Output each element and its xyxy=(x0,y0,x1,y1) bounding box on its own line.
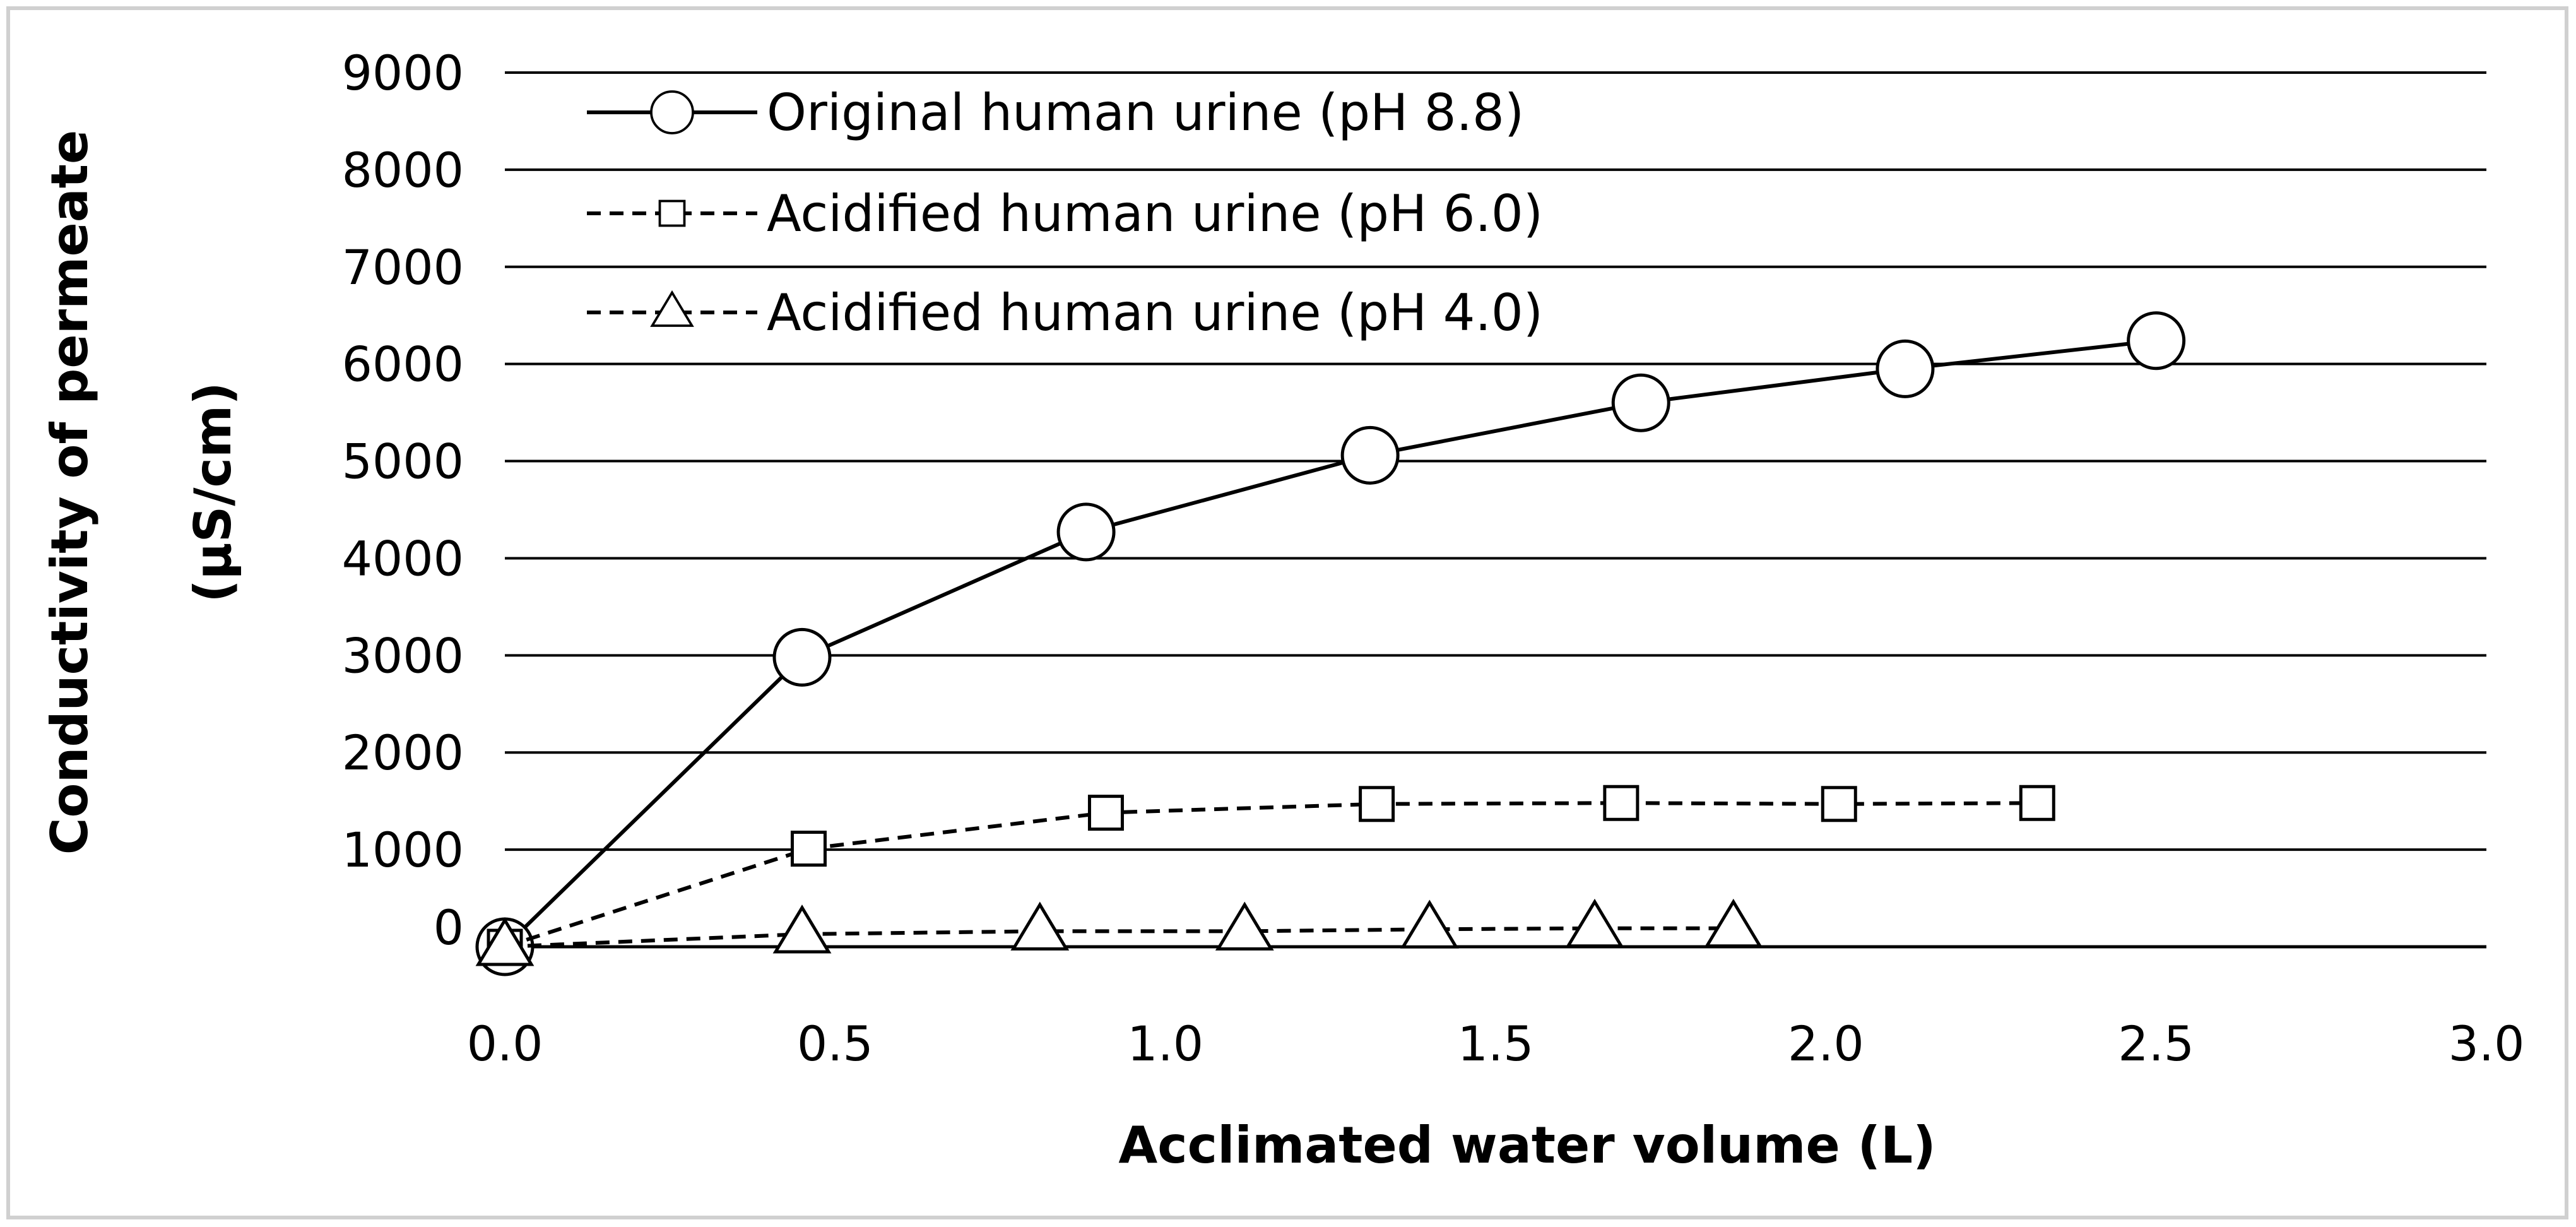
y-tick-label-8000: 8000 xyxy=(342,142,464,198)
series-1-point-6 xyxy=(1876,339,1935,398)
y-tick-label-3000: 3000 xyxy=(342,627,464,684)
series-2-point-3 xyxy=(1087,795,1124,831)
legend-entry-3: Acidified human urine (pH 4.0) xyxy=(587,283,1543,342)
x-tick-label-1.5: 1.5 xyxy=(1458,1016,1534,1072)
y-tick-label-9000: 9000 xyxy=(342,45,464,101)
x-tick-label-2.0: 2.0 xyxy=(1788,1016,1864,1072)
series-1-point-7 xyxy=(2127,311,2186,370)
legend-entry-1: Original human urine (pH 8.8) xyxy=(587,83,1524,142)
y-axis-title-line1: Conductivity of permeate xyxy=(40,130,99,855)
series-1-point-4 xyxy=(1340,425,1400,485)
series-3-point-6 xyxy=(1565,898,1624,948)
series xyxy=(475,311,2186,976)
legend-marker-2 xyxy=(658,199,686,227)
chart-frame xyxy=(6,6,2568,1219)
series-2-line xyxy=(504,801,2038,949)
legend: Original human urine (pH 8.8) Acidified h… xyxy=(587,83,1543,342)
series-1-point-3 xyxy=(1056,502,1116,562)
y-tick-label-0: 0 xyxy=(434,899,464,956)
series-3-point-7 xyxy=(1704,898,1763,948)
legend-label-2: Acidified human urine (pH 6.0) xyxy=(767,184,1543,243)
x-tick-label-0.0: 0.0 xyxy=(467,1016,543,1072)
y-tick-label-2000: 2000 xyxy=(342,725,464,781)
series-1 xyxy=(475,311,2186,976)
legend-label-1: Original human urine (pH 8.8) xyxy=(767,83,1524,142)
axes: 0 1000 2000 3000 4000 5000 6000 7000 8000 9000 0.0… xyxy=(342,45,2525,1072)
y-tick-label-1000: 1000 xyxy=(342,822,464,878)
x-tick-label-0.5: 0.5 xyxy=(797,1016,873,1072)
x-axis-title: Acclimated water volume (L) xyxy=(1118,1116,1935,1175)
series-3-point-5 xyxy=(1400,899,1459,949)
y-tick-label-5000: 5000 xyxy=(342,434,464,490)
series-1-point-5 xyxy=(1611,373,1670,432)
y-tick-label-6000: 6000 xyxy=(342,336,464,393)
legend-marker-group-1 xyxy=(650,90,694,134)
series-2-point-5 xyxy=(1603,785,1640,821)
series-3-point-3 xyxy=(1010,901,1070,951)
series-1-point-2 xyxy=(772,627,832,687)
series-3-point-2 xyxy=(772,904,832,954)
series-3-point-1 xyxy=(475,917,535,966)
series-3-point-4 xyxy=(1215,901,1274,951)
x-tick-label-3.0: 3.0 xyxy=(2449,1016,2525,1072)
series-1-line xyxy=(503,338,2157,949)
series-2-point-6 xyxy=(1821,786,1857,822)
y-tick-label-4000: 4000 xyxy=(342,530,464,586)
legend-entry-2: Acidified human urine (pH 6.0) xyxy=(587,184,1543,243)
series-2-point-2 xyxy=(790,831,827,867)
x-tick-label-2.5: 2.5 xyxy=(2118,1016,2194,1072)
series-3-line xyxy=(504,926,1734,949)
y-axis-title-line2: (µS/cm) xyxy=(184,382,242,603)
y-tick-label-7000: 7000 xyxy=(342,239,464,295)
legend-marker-group-2 xyxy=(658,199,686,227)
legend-label-3: Acidified human urine (pH 4.0) xyxy=(767,283,1543,342)
series-2 xyxy=(487,785,2055,965)
series-2-point-7 xyxy=(2019,785,2055,821)
legend-marker-3 xyxy=(650,290,694,327)
series-3 xyxy=(475,898,1763,966)
x-tick-label-1.0: 1.0 xyxy=(1127,1016,1203,1072)
legend-marker-group-3 xyxy=(650,290,694,327)
series-2-point-4 xyxy=(1359,786,1395,822)
legend-marker-1 xyxy=(650,90,694,134)
